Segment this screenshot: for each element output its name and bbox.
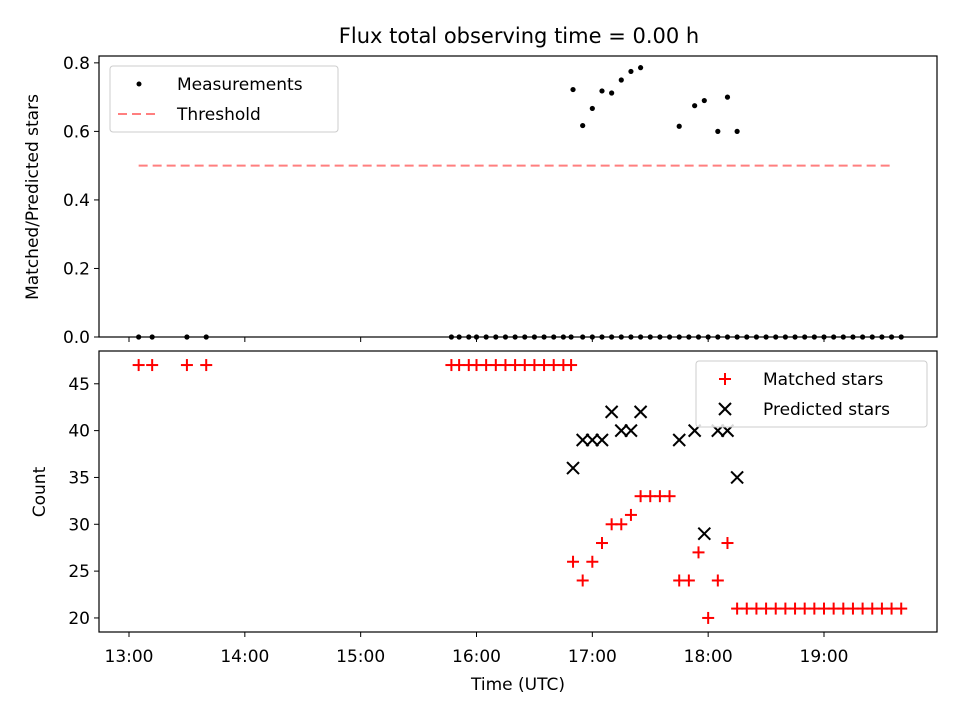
- matched-stars-point: [711, 574, 724, 587]
- top-legend: Measurements Threshold: [109, 65, 339, 133]
- matched-stars-point: [180, 359, 193, 372]
- top-y-axis-label: Matched/Predicted stars: [23, 94, 43, 300]
- measurement-point: [599, 88, 605, 94]
- top-axes-frame: [98, 55, 938, 338]
- matched-stars-point: [200, 359, 213, 372]
- bottom-y-axis-label: Count: [30, 466, 50, 517]
- measurement-point: [715, 128, 721, 134]
- predicted-stars-point: [604, 405, 619, 419]
- predicted-stars-point: [624, 423, 638, 438]
- predicted-stars-point: [730, 470, 744, 485]
- top-x-ticks: [128, 337, 825, 342]
- bottom-y-ticks: 20 25 30 35 40 45: [68, 375, 99, 629]
- bottom-legend-box: [695, 360, 928, 428]
- measurement-point: [734, 128, 740, 134]
- legend-predicted-label: Predicted stars: [763, 400, 890, 420]
- measurement-point: [570, 86, 576, 93]
- matched-stars-point: [132, 359, 145, 372]
- predicted-stars-point: [595, 433, 609, 447]
- matched-stars-point: [682, 574, 695, 587]
- matched-stars-point: [146, 359, 159, 372]
- matched-stars-point: [595, 537, 608, 550]
- x-tick-label: 16:00: [452, 647, 501, 667]
- matched-stars-point: [565, 359, 578, 372]
- x-tick-label: 15:00: [336, 647, 385, 667]
- matched-stars-point: [567, 555, 580, 568]
- matched-stars-point: [895, 602, 908, 615]
- measurement-point: [628, 68, 634, 75]
- measurement-point: [609, 90, 615, 96]
- predicted-stars-point: [575, 433, 590, 447]
- top-marks: [136, 65, 904, 340]
- measurement-point: [580, 122, 586, 129]
- y-tick-label: 0.4: [63, 191, 90, 211]
- measurement-point: [676, 123, 682, 129]
- x-tick-label: 14:00: [220, 647, 269, 667]
- predicted-stars-point: [614, 423, 628, 438]
- matched-stars-point: [702, 611, 715, 624]
- bottom-legend: Matched stars Predicted stars: [695, 360, 928, 428]
- legend-threshold-label: Threshold: [176, 105, 261, 125]
- y-tick-label: 20: [68, 609, 90, 629]
- predicted-stars-point: [672, 433, 686, 447]
- legend-matched-label: Matched stars: [763, 370, 883, 390]
- y-tick-label: 45: [68, 375, 90, 395]
- y-tick-label: 30: [68, 515, 90, 535]
- matched-stars-point: [615, 518, 628, 531]
- legend-matched-marker: [719, 373, 731, 385]
- top-legend-box: [109, 65, 339, 133]
- measurement-point: [589, 105, 595, 112]
- bottom-marks: [132, 359, 908, 624]
- legend-measurements-marker: [136, 81, 142, 87]
- predicted-stars-point: [566, 461, 580, 475]
- x-tick-label: 18:00: [684, 647, 733, 667]
- y-tick-label: 0.8: [63, 54, 90, 74]
- y-tick-label: 0.0: [63, 328, 90, 348]
- x-tick-label: 17:00: [568, 647, 617, 667]
- bottom-axes-frame: [98, 350, 938, 633]
- x-axis-label: Time (UTC): [470, 675, 565, 695]
- y-tick-label: 0.6: [63, 122, 90, 142]
- matched-stars-point: [576, 574, 589, 587]
- matched-stars-point: [624, 508, 637, 521]
- y-tick-label: 40: [68, 422, 90, 442]
- legend-measurements-label: Measurements: [177, 75, 303, 95]
- matched-stars-point: [586, 555, 599, 568]
- matched-stars-point: [692, 546, 705, 559]
- bottom-x-ticks: 13:00 14:00 15:00 16:00 17:00 18:00 19:00: [105, 632, 849, 667]
- x-tick-label: 13:00: [105, 647, 154, 667]
- y-tick-label: 0.2: [63, 259, 90, 279]
- chart-title: Flux total observing time = 0.00 h: [339, 24, 699, 48]
- measurement-point: [637, 65, 644, 71]
- top-y-ticks: 0.0 0.2 0.4 0.6 0.8: [63, 54, 99, 348]
- matched-stars-point: [663, 490, 676, 503]
- measurement-point: [692, 103, 698, 109]
- legend-predicted-marker: [718, 402, 732, 416]
- matched-stars-point: [721, 537, 734, 550]
- predicted-stars-point: [585, 433, 600, 447]
- predicted-stars-point: [633, 405, 648, 419]
- measurement-point: [618, 77, 624, 83]
- bottom-panel: 20 25 30 35 40 45 13:00 14:00 15:00 16:00 17:00 18…: [30, 350, 938, 695]
- measurement-point: [724, 94, 731, 100]
- x-tick-label: 19:00: [800, 647, 849, 667]
- y-tick-label: 35: [68, 468, 90, 488]
- measurement-point: [701, 97, 707, 104]
- top-panel: 0.00.20.40.60.8 Matched/Predicted stars …: [23, 54, 938, 348]
- y-tick-label: 25: [68, 562, 90, 582]
- predicted-stars-point: [697, 526, 712, 541]
